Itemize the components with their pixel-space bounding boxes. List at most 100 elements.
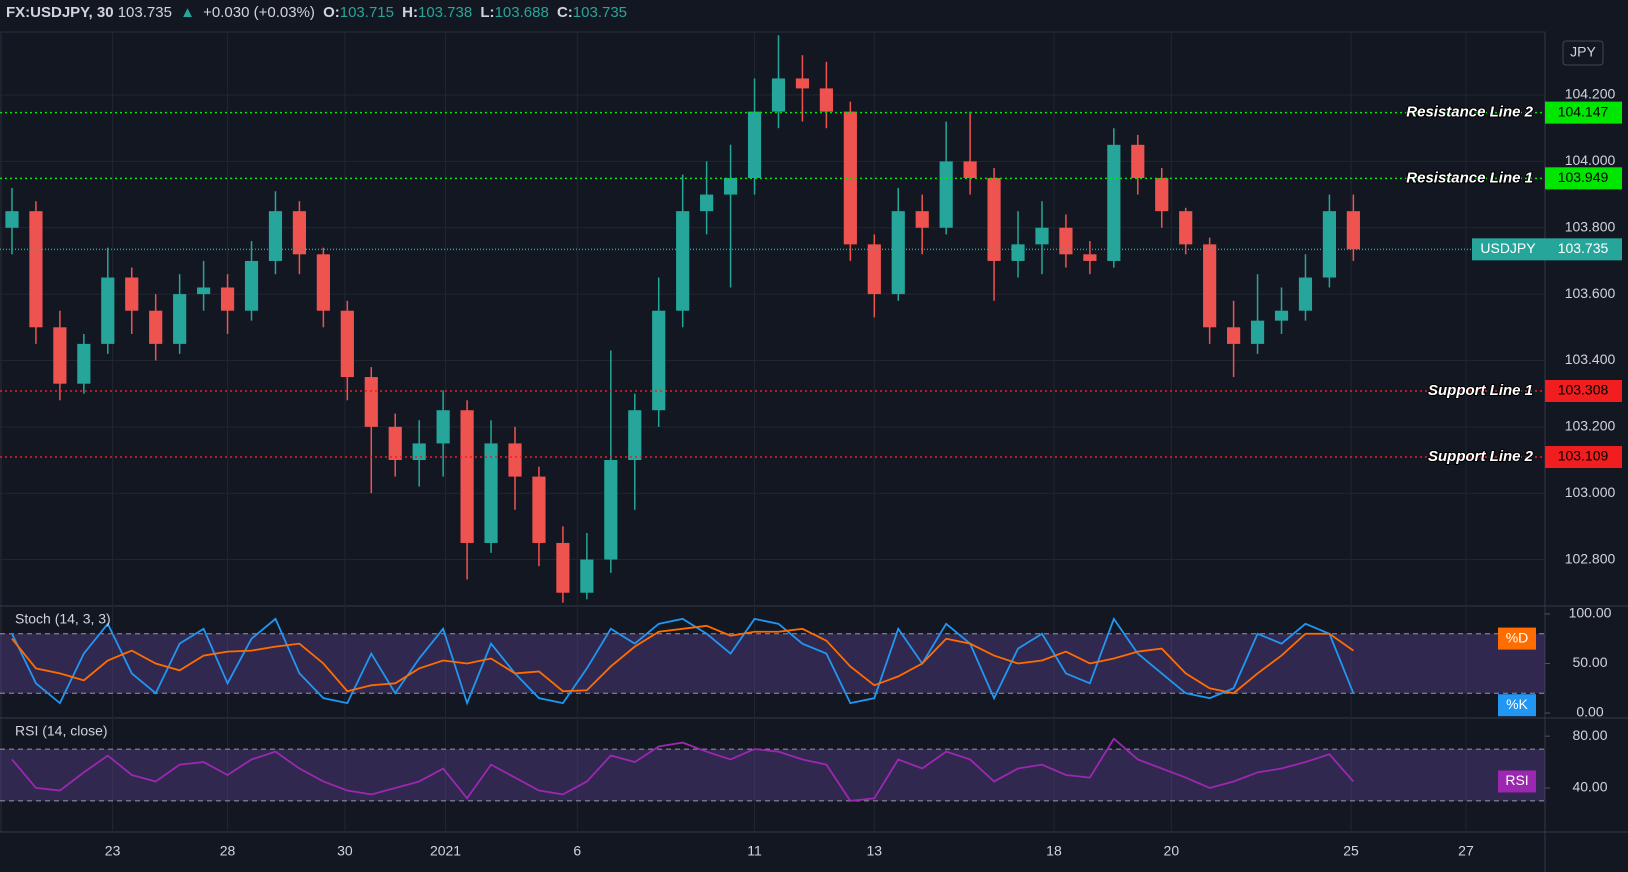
candle-body	[412, 443, 426, 461]
pane-title: RSI (14, close)	[15, 723, 108, 739]
legend-label: RSI	[1505, 772, 1528, 788]
x-tick-label: 30	[337, 843, 353, 859]
x-tick-label: 20	[1164, 843, 1180, 859]
candle-body	[676, 211, 690, 311]
x-tick-label: 25	[1343, 843, 1359, 859]
level-tag	[1545, 101, 1622, 124]
candle-body	[53, 327, 67, 384]
pane-title: Stoch (14, 3, 3)	[15, 611, 111, 627]
candle-body	[819, 88, 833, 112]
candle-body	[220, 287, 235, 311]
candle-body	[244, 260, 259, 311]
candle-body	[316, 254, 330, 311]
candle-body	[173, 294, 187, 344]
candle-body	[771, 78, 786, 112]
change: +0.030 (+0.03%)	[203, 4, 315, 21]
level-tag	[1545, 238, 1622, 261]
y-tick-label: 103.000	[1565, 484, 1616, 500]
price: 103.735	[117, 4, 172, 21]
y-tick-label: 40.00	[1572, 779, 1607, 795]
candle-body	[1179, 211, 1193, 245]
frame	[0, 31, 1546, 833]
level-name: Resistance Line 1	[1406, 169, 1533, 186]
x-tick-label: 18	[1046, 843, 1062, 859]
indicator-line	[11, 624, 1354, 695]
y-tick-label: 0.00	[1576, 704, 1603, 720]
level-tag	[1545, 446, 1622, 469]
legend-label: %K	[1506, 696, 1528, 712]
ohlc-label: O:	[323, 4, 340, 21]
candle-body	[1346, 211, 1360, 250]
level-name: Support Line 1	[1428, 382, 1533, 399]
candle-body	[340, 310, 354, 378]
candle-body	[292, 211, 307, 255]
ohlc-value: 103.735	[572, 4, 628, 21]
candle-body	[963, 161, 977, 178]
candle-body	[1035, 227, 1049, 245]
x-tick-label: 27	[1458, 843, 1474, 859]
x-tick-label: 11	[747, 843, 762, 859]
ohlc-label: L:	[480, 4, 495, 21]
candle-body	[29, 211, 43, 328]
x-tick-label: 2021	[430, 843, 461, 859]
currency-box	[1562, 40, 1604, 66]
candle-body	[1203, 244, 1217, 328]
candle-body	[1227, 327, 1241, 344]
symbol-header: FX:USDJPY, 30 103.735 ▲ +0.030 (+0.03%) …	[6, 4, 631, 21]
level-tag	[1545, 167, 1622, 190]
candle-body	[484, 443, 498, 543]
ohlc-label: H:	[402, 4, 418, 21]
y-tick-label: 50.00	[1572, 654, 1607, 670]
symbol: FX:USDJPY, 30	[6, 4, 114, 21]
ohlc-value: 103.715	[339, 4, 394, 21]
x-tick-label: 13	[867, 843, 883, 859]
candle-body	[388, 426, 402, 461]
arrow: ▲	[180, 4, 195, 21]
x-tick-label: 6	[573, 843, 581, 859]
candle-body	[1274, 310, 1289, 321]
candle-body	[700, 194, 714, 212]
band-fill	[0, 749, 1545, 801]
indicator-line	[11, 737, 1355, 802]
candle-body	[149, 310, 163, 344]
candle-body	[1250, 320, 1265, 344]
level-name: USDJPY	[1480, 240, 1536, 256]
candle-body	[1107, 144, 1121, 261]
candle-body	[1298, 277, 1313, 311]
candle-body	[987, 177, 1001, 261]
legend-tag	[1498, 694, 1536, 717]
level-value: 103.109	[1558, 448, 1609, 464]
candle-body	[460, 410, 474, 543]
level-name-tag	[1472, 238, 1545, 261]
candle-body	[1155, 177, 1169, 212]
candle-body	[364, 377, 378, 427]
candle-body	[532, 476, 546, 543]
candle-body	[197, 287, 211, 295]
candle-body	[604, 460, 618, 560]
indicator-line	[11, 616, 1355, 706]
x-tick-label: 28	[220, 843, 236, 859]
y-tick-label: 102.800	[1565, 550, 1616, 566]
candle-body	[101, 277, 115, 344]
ohlc-value: 103.688	[494, 4, 549, 21]
candle-body	[867, 244, 881, 295]
level-value: 103.949	[1558, 169, 1609, 185]
candle-body	[747, 111, 762, 178]
y-tick-label: 80.00	[1572, 727, 1607, 743]
level-value: 103.735	[1558, 240, 1609, 256]
y-tick-label: 100.00	[1569, 605, 1612, 621]
x-tick-label: 23	[105, 843, 121, 859]
candle-body	[5, 211, 19, 228]
candle-body	[556, 542, 570, 593]
y-tick-label: 103.200	[1565, 418, 1616, 434]
level-value: 104.147	[1558, 103, 1609, 119]
candle-body	[891, 211, 905, 295]
legend-label: %D	[1506, 629, 1529, 645]
candle-body	[1083, 254, 1097, 261]
level-value: 103.308	[1558, 382, 1609, 398]
ohlc-label: C:	[556, 4, 573, 21]
candle-body	[1059, 227, 1073, 255]
candle-body	[723, 177, 738, 195]
